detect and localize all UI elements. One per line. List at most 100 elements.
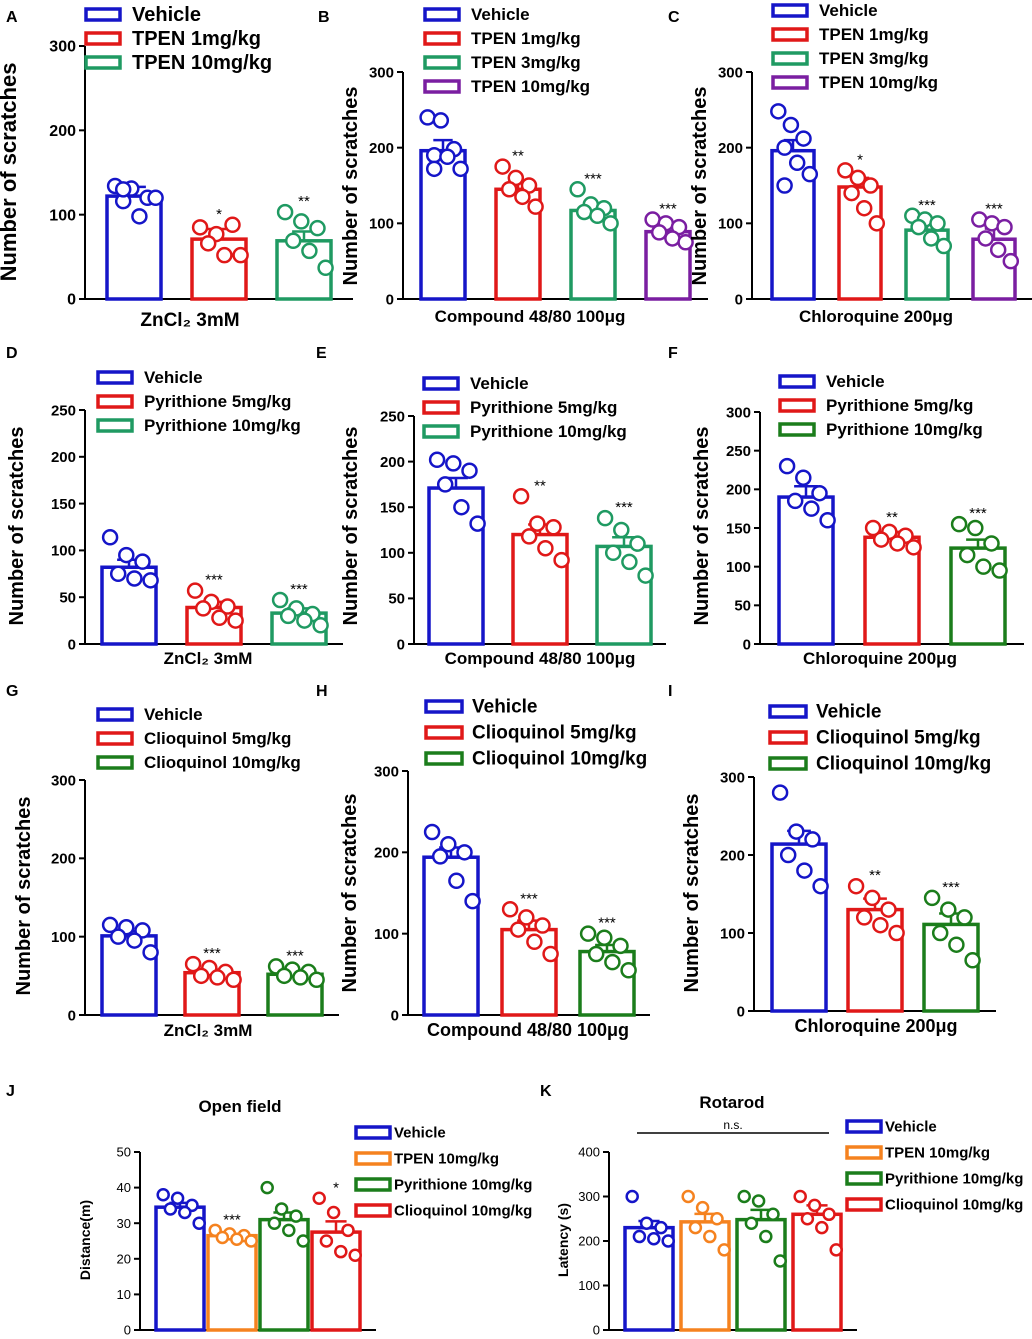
data-point [101, 529, 119, 546]
data-point [766, 1207, 780, 1222]
significance-label: ** [886, 509, 898, 526]
data-point [301, 242, 318, 260]
legend-label: Pyrithione 5mg/kg [144, 392, 291, 411]
legend-swatch [778, 374, 816, 389]
data-point [880, 901, 897, 918]
data-point [991, 562, 1008, 579]
bar-3 [922, 922, 980, 1013]
data-point [905, 539, 922, 556]
data-point [464, 892, 481, 910]
data-point [282, 1223, 296, 1238]
significance-label: * [333, 1179, 339, 1196]
data-point [931, 924, 949, 942]
legend-swatch [354, 1151, 392, 1166]
data-point [224, 216, 241, 234]
data-point [807, 1198, 822, 1213]
significance-label: ** [869, 867, 881, 884]
data-point [131, 208, 148, 225]
significance-label: * [857, 151, 863, 168]
data-point [782, 116, 800, 134]
legend-swatch [354, 1203, 392, 1218]
data-point [770, 103, 787, 120]
data-point [795, 469, 812, 486]
data-point [862, 177, 879, 194]
y-axis-label: Latency (s) [555, 1203, 571, 1277]
significance-label: *** [598, 915, 616, 932]
legend-swatch [422, 424, 460, 439]
legend-label: TPEN 1mg/kg [819, 25, 929, 44]
data-point [114, 181, 132, 198]
legend-label: Clioquinol 5mg/kg [816, 728, 981, 749]
data-point [661, 1234, 675, 1248]
data-point [935, 237, 953, 255]
data-point [637, 567, 654, 584]
significance-label: *** [203, 945, 221, 962]
data-point [439, 148, 456, 165]
y-tick-label: 50 [117, 1145, 131, 1160]
y-tick-label: 100 [380, 545, 405, 562]
y-tick-label: 10 [117, 1287, 131, 1302]
y-tick-label: 200 [51, 449, 76, 466]
y-tick-label: 250 [726, 443, 751, 460]
y-tick-label: 300 [369, 64, 394, 81]
data-point [664, 230, 681, 247]
data-point [309, 219, 326, 237]
y-axis-label: Distance(m) [77, 1200, 93, 1280]
data-point [589, 207, 606, 225]
data-point [494, 158, 511, 175]
y-tick-label: 250 [380, 408, 405, 425]
data-point [889, 535, 906, 552]
data-point [632, 1229, 647, 1244]
data-point [542, 945, 559, 963]
data-point [274, 1202, 289, 1216]
legend-label: TPEN 10mg/kg [132, 52, 272, 74]
data-point [804, 831, 821, 848]
y-tick-label: 100 [374, 926, 399, 943]
data-point [872, 916, 889, 934]
data-point [469, 515, 486, 532]
legend-swatch [771, 51, 809, 66]
legend-label: TPEN 10mg/kg [819, 73, 938, 92]
x-axis-label: Chloroquine 200μg [799, 307, 953, 326]
data-point [425, 160, 443, 178]
chart-panel-c: C 0 100 200 300 Number of scratches Chloroquin… [668, 1, 1032, 326]
data-point [440, 835, 457, 853]
data-point [518, 909, 535, 926]
data-point [786, 492, 804, 510]
y-tick-label: 300 [374, 763, 399, 780]
data-point [977, 230, 994, 247]
data-point [815, 1220, 829, 1235]
data-point [776, 177, 793, 194]
significance-label: ** [512, 148, 524, 165]
data-point [602, 215, 619, 232]
data-point [888, 924, 905, 942]
data-point [717, 1243, 731, 1257]
y-tick-label: 300 [726, 404, 751, 421]
y-tick-label: 0 [68, 636, 76, 653]
data-point [118, 546, 135, 564]
legend-swatch [423, 55, 461, 70]
data-point [334, 1244, 348, 1259]
data-point [771, 784, 789, 801]
data-point [872, 531, 890, 548]
chart-panel-f: F 0 50 100 150 200 250 300 Number of scratches Ch… [668, 345, 1024, 668]
data-point [423, 823, 441, 841]
y-tick-label: 0 [67, 292, 76, 309]
data-point [448, 872, 465, 890]
significance-label: *** [290, 581, 308, 598]
legend-label: Pyrithione 10mg/kg [826, 420, 983, 439]
significance-label: *** [918, 197, 936, 214]
data-point [109, 928, 127, 945]
data-point [964, 952, 981, 969]
data-point [751, 1194, 766, 1208]
y-tick-label: 250 [51, 402, 76, 419]
data-point [271, 591, 289, 609]
y-axis-label: Number of scratches [0, 63, 21, 282]
data-point [604, 544, 622, 562]
y-tick-label: 300 [720, 769, 745, 786]
panel-letter: F [668, 345, 678, 362]
data-point [604, 953, 621, 971]
data-point [587, 945, 605, 963]
chart-panel-i: I 0 100 200 300 Number of scratches Chloroquin… [668, 683, 996, 1036]
